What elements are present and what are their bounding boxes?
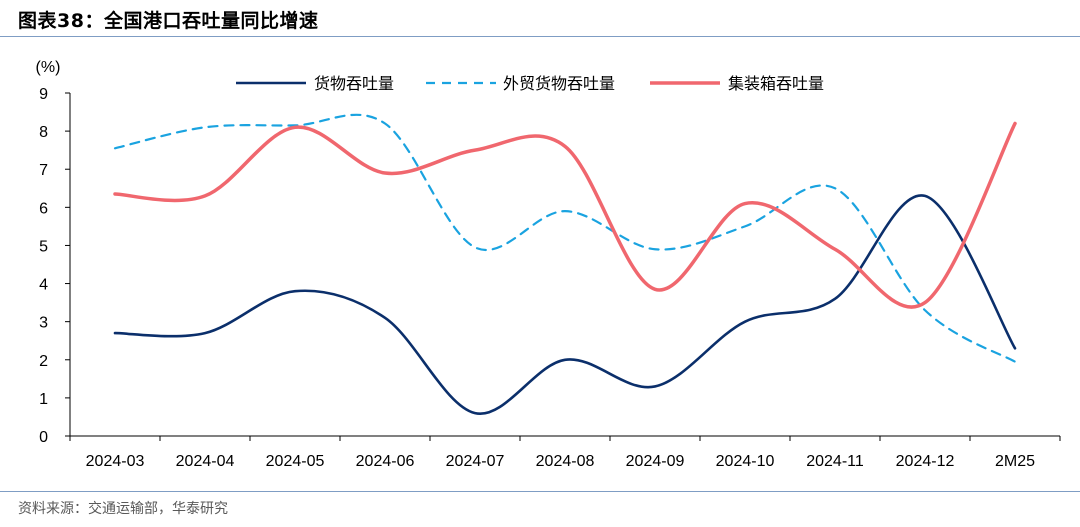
- chart-axes: 0 1 2 3 4 5 6 7 8 9 (%) 2024-03 2024-04 2024-05 2024-0…: [36, 59, 1061, 470]
- x-tick-label: 2024-04: [176, 453, 235, 470]
- y-tick-label: 7: [39, 162, 48, 179]
- source-note: 资料来源：交通运输部，华泰研究: [18, 501, 228, 517]
- series-line-3: [113, 121, 1017, 309]
- x-tick-label: 2024-11: [806, 453, 864, 470]
- y-tick-label: 5: [39, 238, 48, 255]
- x-tick-label: 2024-06: [356, 453, 415, 470]
- x-tick-label: 2024-09: [626, 453, 685, 470]
- y-tick-label: 4: [39, 277, 48, 294]
- figure-title: 图表38：全国港口吞吐量同比增速: [18, 10, 319, 32]
- y-tick-label: 0: [39, 429, 48, 446]
- y-tick-label: 3: [39, 315, 48, 332]
- x-tick-label: 2M25: [995, 453, 1035, 470]
- legend-label: 集装箱吞吐量: [728, 75, 824, 93]
- x-tick-label: 2024-08: [536, 453, 595, 470]
- y-tick-label: 6: [39, 200, 48, 217]
- legend-label: 外贸货物吞吐量: [503, 75, 615, 93]
- x-tick-label: 2024-07: [446, 453, 505, 470]
- series-line-2: [113, 113, 1017, 363]
- y-tick-label: 9: [39, 86, 48, 103]
- title-rule: [0, 36, 1080, 37]
- series-layer: [113, 113, 1017, 415]
- x-tick-label: 2024-03: [86, 453, 145, 470]
- x-tick-label: 2024-05: [266, 453, 325, 470]
- chart-legend: 货物吞吐量 外贸货物吞吐量 集装箱吞吐量: [236, 75, 824, 93]
- source-rule: [0, 491, 1080, 492]
- y-tick-label: 2: [39, 353, 48, 370]
- x-tick-label: 2024-10: [716, 453, 775, 470]
- y-axis-unit: (%): [36, 59, 61, 76]
- legend-label: 货物吞吐量: [314, 75, 394, 93]
- series-line-1: [113, 194, 1017, 415]
- x-tick-label: 2024-12: [896, 453, 955, 470]
- y-tick-label: 8: [39, 124, 48, 141]
- y-tick-label: 1: [39, 391, 48, 408]
